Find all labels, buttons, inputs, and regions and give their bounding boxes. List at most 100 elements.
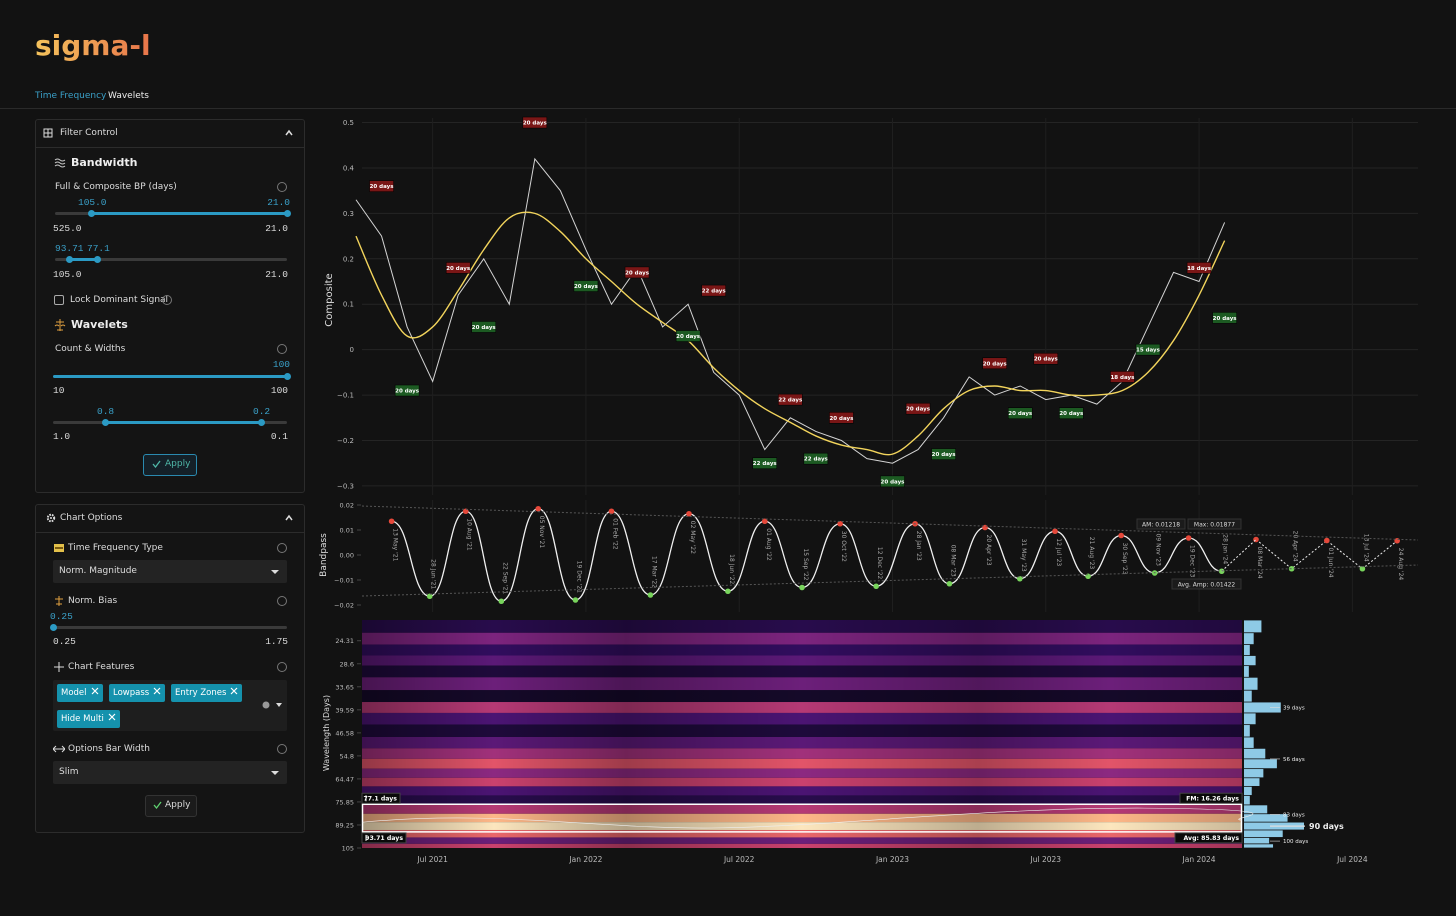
- slider-knob[interactable]: [65, 256, 73, 263]
- slider-knob[interactable]: [101, 419, 109, 426]
- slider-knob[interactable]: [93, 256, 101, 263]
- slider-fill[interactable]: [53, 375, 287, 378]
- cycle-label: 20 days: [1034, 357, 1059, 363]
- slider-knob[interactable]: [257, 419, 265, 426]
- apply-button[interactable]: [145, 795, 197, 817]
- histogram-bar: [1244, 759, 1277, 769]
- cycle-box: [471, 321, 496, 333]
- filter-panel: [35, 119, 305, 493]
- histogram-bar: [1244, 620, 1262, 633]
- cycle-label: 18 days: [1110, 375, 1135, 381]
- tag-label: Model: [61, 688, 87, 698]
- slider-value: 105.0: [78, 197, 107, 208]
- turning-date: 22 Sep '21: [501, 562, 508, 594]
- y-tick-label: 0.3: [343, 210, 354, 218]
- turning-date: 01 Aug '22: [765, 528, 772, 561]
- grid-icon: [43, 128, 53, 138]
- apply-label: Apply: [165, 459, 191, 469]
- slider-max: 0.1: [270, 431, 288, 442]
- x-tick-label: Jul 2021: [416, 855, 448, 864]
- y-tick-label: 46.58: [335, 729, 354, 737]
- cycle-box: [1033, 352, 1059, 365]
- type-icon: [54, 544, 64, 552]
- checkbox-label: Lock Dominant Signal: [70, 295, 169, 305]
- slider-min: 10: [53, 385, 65, 396]
- stat-box: [1171, 578, 1242, 590]
- select[interactable]: [53, 761, 287, 784]
- remove-icon[interactable]: [149, 687, 161, 695]
- slider-knob[interactable]: [283, 210, 291, 217]
- collapse-icon[interactable]: [284, 514, 294, 522]
- tab[interactable]: Wavelets: [108, 91, 149, 101]
- turning-date: 19 Dec '23: [1189, 545, 1196, 578]
- plus-icon: [54, 662, 64, 672]
- help-icon[interactable]: [277, 744, 287, 754]
- turning-date: 01 Feb '22: [611, 518, 618, 550]
- apply-button[interactable]: [143, 454, 197, 476]
- panel-divider: [35, 532, 305, 533]
- cycle-label: 20 days: [1059, 411, 1084, 417]
- check-icon: [152, 460, 161, 468]
- check-icon: [153, 801, 162, 809]
- y-tick-label: 105: [342, 845, 354, 853]
- stat-label: AM: 0.01218: [1142, 521, 1180, 528]
- peak-label: 56 days: [1283, 757, 1305, 763]
- turning-point: [1017, 575, 1023, 582]
- help-icon[interactable]: [277, 662, 287, 672]
- help-icon[interactable]: [277, 344, 287, 354]
- histogram-bar: [1244, 655, 1256, 666]
- x-tick-label: Jul 2023: [1030, 855, 1062, 864]
- clear-icon[interactable]: [261, 700, 283, 710]
- turning-date: 10 Aug '21: [466, 518, 473, 551]
- histogram-bar: [1244, 633, 1254, 645]
- y-tick-label: 0.1: [343, 301, 354, 309]
- feature-tag[interactable]: Model: [57, 684, 103, 702]
- remove-icon[interactable]: [87, 687, 99, 695]
- turning-date: 30 Sep '23: [1121, 543, 1128, 575]
- cycle-label: 20 days: [881, 479, 906, 485]
- slider-fill: [105, 421, 261, 424]
- tab-active[interactable]: Time Frequency: [35, 91, 107, 101]
- y-tick-label: 64.47: [335, 775, 354, 783]
- help-icon[interactable]: [162, 295, 172, 305]
- turning-date: 19 Dec '21: [575, 561, 582, 594]
- help-icon[interactable]: [277, 182, 287, 192]
- peak-label: 83 days: [1283, 813, 1305, 819]
- help-icon[interactable]: [277, 596, 287, 606]
- slider-min: 0.25: [53, 636, 76, 647]
- stat-label: Avg. Amp: 0.01422: [1178, 581, 1236, 588]
- remove-icon[interactable]: [104, 713, 116, 721]
- peak-label: 39 days: [1283, 706, 1305, 712]
- help-icon[interactable]: [277, 543, 287, 553]
- slider-knob[interactable]: [49, 624, 57, 631]
- tab-divider: [0, 108, 1456, 109]
- turning-point: [498, 598, 505, 605]
- feature-tag[interactable]: Entry Zones: [171, 684, 243, 702]
- turning-point: [1324, 537, 1330, 544]
- peak-label: 100 days: [1283, 839, 1308, 845]
- select[interactable]: [53, 560, 287, 583]
- series-line: [355, 211, 1226, 456]
- checkbox[interactable]: [54, 295, 64, 305]
- tag-label: Entry Zones: [175, 688, 227, 698]
- slider-track[interactable]: [55, 258, 287, 261]
- slider-min: 105.0: [53, 269, 82, 280]
- remove-icon[interactable]: [226, 687, 238, 695]
- slider-knob[interactable]: [283, 373, 291, 380]
- cycle-box: [394, 384, 420, 397]
- turning-point: [686, 510, 692, 517]
- panel-divider: [35, 147, 305, 148]
- collapse-icon[interactable]: [284, 129, 294, 137]
- histogram-bar: [1244, 844, 1274, 848]
- histogram-bar: [1244, 690, 1252, 702]
- envelope: [361, 505, 1419, 597]
- feature-tag[interactable]: Hide Multi: [57, 710, 120, 728]
- turning-date: 12 Jul '23: [1055, 538, 1062, 566]
- slider-knob[interactable]: [87, 210, 95, 217]
- y-tick-label: 0.4: [343, 164, 355, 172]
- feature-tag[interactable]: Lowpass: [109, 684, 166, 702]
- slider-track[interactable]: [53, 626, 287, 629]
- width-icon: [53, 745, 65, 753]
- slider-value: 77.1: [87, 243, 110, 254]
